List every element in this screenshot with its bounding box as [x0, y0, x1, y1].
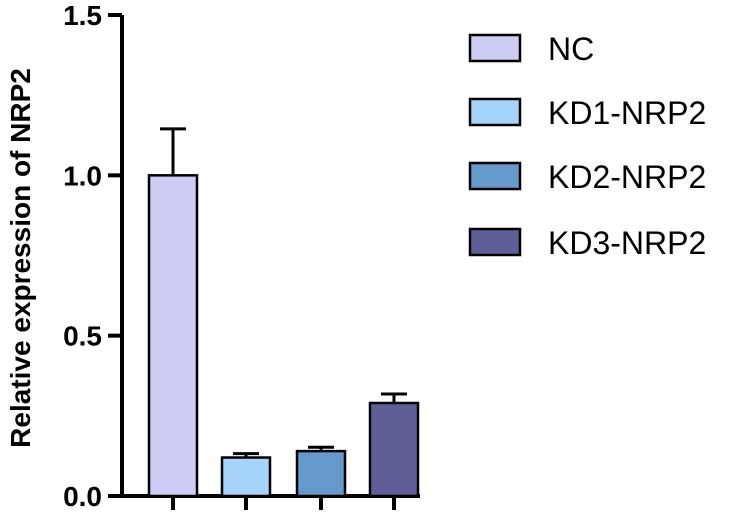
bar-kd1-nrp2	[220, 456, 272, 498]
legend-swatch	[468, 227, 522, 257]
axes: 0.0 0.5 1.0 1.5	[63, 0, 420, 512]
bar-kd2-nrp2	[295, 449, 347, 498]
y-tick-label: 1.5	[63, 0, 102, 31]
bar-nc	[147, 174, 199, 498]
legend-label: KD3-NRP2	[548, 225, 706, 261]
bar-kd3-nrp2	[368, 401, 420, 498]
bars	[147, 174, 420, 498]
legend-label: NC	[548, 31, 594, 67]
legend-label: KD2-NRP2	[548, 159, 706, 195]
legend-swatch	[468, 97, 522, 127]
legend-label: KD1-NRP2	[548, 95, 706, 131]
legend: NC KD1-NRP2 KD2-NRP2 KD3-NRP2	[468, 31, 706, 261]
y-tick-label: 1.0	[63, 160, 102, 191]
legend-swatch	[468, 161, 522, 191]
y-tick-label: 0.5	[63, 321, 102, 352]
y-tick-label: 0.0	[63, 481, 102, 512]
legend-swatch	[468, 33, 522, 63]
y-axis-label: Relative expression of NRP2	[5, 68, 36, 448]
error-bars	[160, 127, 407, 458]
